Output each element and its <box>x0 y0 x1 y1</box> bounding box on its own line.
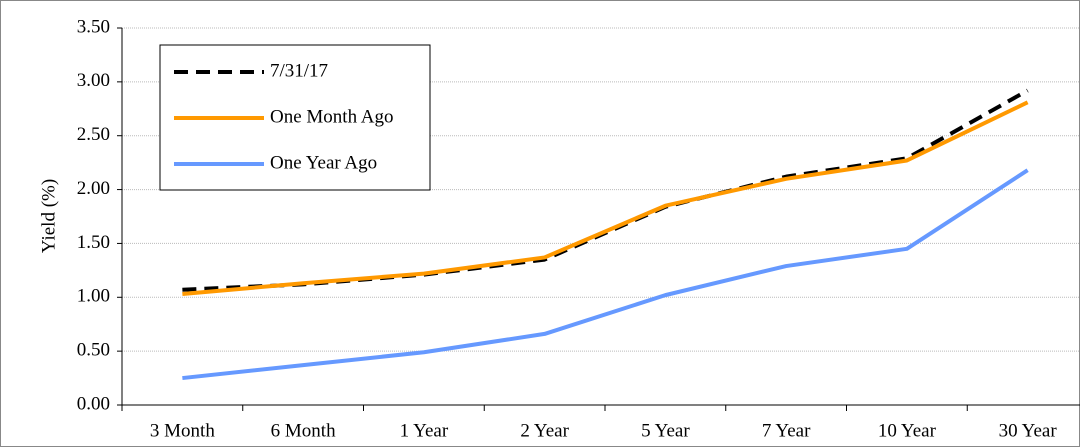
x-tick-label: 3 Month <box>150 420 215 441</box>
y-tick-label: 1.00 <box>77 286 110 307</box>
y-tick-label: 3.50 <box>77 16 110 37</box>
legend-label: One Month Ago <box>270 106 394 127</box>
y-tick-label: 3.00 <box>77 70 110 91</box>
series-line <box>182 168 1029 381</box>
x-tick-label: 1 Year <box>400 420 449 441</box>
y-tick-label: 0.50 <box>77 340 110 361</box>
y-tick-label: 2.00 <box>77 178 110 199</box>
series-line <box>182 100 1029 297</box>
x-tick-label: 6 Month <box>271 420 336 441</box>
x-tick-label: 30 Year <box>999 420 1058 441</box>
y-axis-label: Yield (%) <box>38 179 59 253</box>
legend-label: One Year Ago <box>270 152 377 173</box>
y-tick-label: 2.50 <box>77 124 110 145</box>
legend-label: 7/31/17 <box>270 60 328 81</box>
x-tick-label: 5 Year <box>641 420 690 441</box>
y-tick-label: 0.00 <box>77 393 110 414</box>
x-tick-label: 10 Year <box>878 420 937 441</box>
x-tick-label: 7 Year <box>762 420 811 441</box>
y-tick-label: 1.50 <box>77 232 110 253</box>
x-tick-label: 2 Year <box>520 420 569 441</box>
